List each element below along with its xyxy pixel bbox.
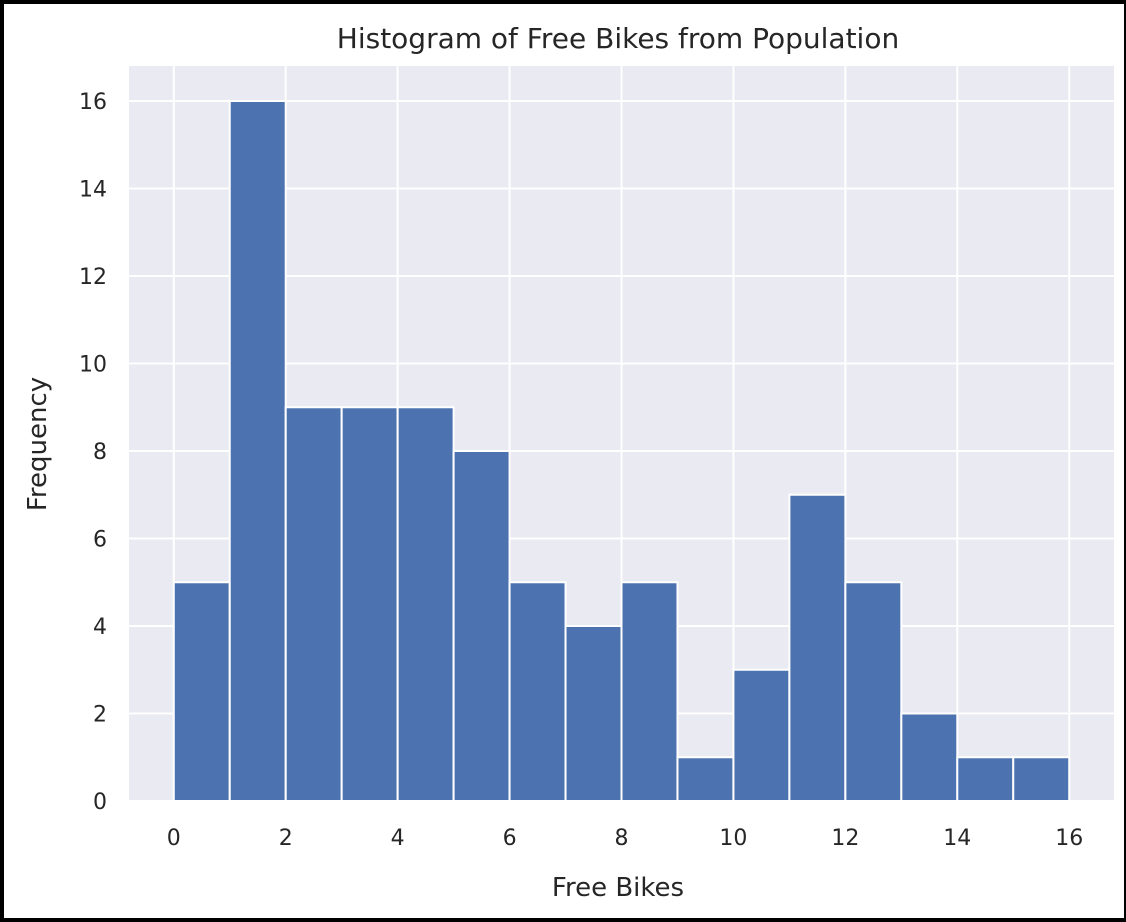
x-tick-labels: 0 2 4 6 8 10 12 14 16 bbox=[167, 826, 1083, 851]
y-axis-label: Frequency bbox=[23, 377, 53, 511]
histogram-bar bbox=[788, 493, 847, 802]
histogram-bar bbox=[508, 581, 567, 802]
x-tick-label: 6 bbox=[503, 826, 517, 851]
y-tick-label: 8 bbox=[93, 440, 107, 465]
histogram-bar bbox=[452, 450, 511, 802]
x-tick-label: 12 bbox=[831, 826, 859, 851]
y-tick-label: 10 bbox=[79, 353, 107, 378]
histogram-bar bbox=[956, 756, 1015, 802]
histogram-bar bbox=[228, 100, 287, 802]
x-tick-label: 0 bbox=[167, 826, 181, 851]
y-tick-label: 12 bbox=[79, 265, 107, 290]
histogram-chart: 0 2 4 6 8 10 12 14 16 0 2 4 6 8 10 12 14 16 Histogram of… bbox=[4, 4, 1124, 918]
histogram-bar bbox=[172, 581, 231, 802]
y-tick-label: 2 bbox=[93, 703, 107, 728]
y-tick-label: 0 bbox=[93, 790, 107, 815]
y-tick-labels: 0 2 4 6 8 10 12 14 16 bbox=[79, 90, 107, 815]
histogram-bar bbox=[284, 406, 343, 802]
bars bbox=[172, 100, 1071, 802]
x-tick-label: 10 bbox=[719, 826, 747, 851]
x-tick-label: 2 bbox=[279, 826, 293, 851]
x-tick-label: 14 bbox=[943, 826, 971, 851]
histogram-bar bbox=[1012, 756, 1071, 802]
histogram-bar bbox=[396, 406, 455, 802]
x-tick-label: 4 bbox=[391, 826, 405, 851]
histogram-bar bbox=[844, 581, 903, 802]
histogram-bar bbox=[564, 625, 623, 802]
histogram-bar bbox=[620, 581, 679, 802]
histogram-bar bbox=[340, 406, 399, 802]
y-tick-label: 14 bbox=[79, 178, 107, 203]
histogram-bar bbox=[900, 712, 959, 802]
y-tick-label: 4 bbox=[93, 615, 107, 640]
x-tick-label: 8 bbox=[615, 826, 629, 851]
histogram-bar bbox=[676, 756, 735, 802]
chart-title: Histogram of Free Bikes from Population bbox=[337, 22, 899, 55]
y-tick-label: 6 bbox=[93, 528, 107, 553]
x-axis-label: Free Bikes bbox=[552, 873, 684, 903]
histogram-bar bbox=[732, 668, 791, 802]
x-tick-label: 16 bbox=[1055, 826, 1083, 851]
y-tick-label: 16 bbox=[79, 90, 107, 115]
figure: 0 2 4 6 8 10 12 14 16 0 2 4 6 8 10 12 14 16 Histogram of… bbox=[4, 4, 1124, 918]
